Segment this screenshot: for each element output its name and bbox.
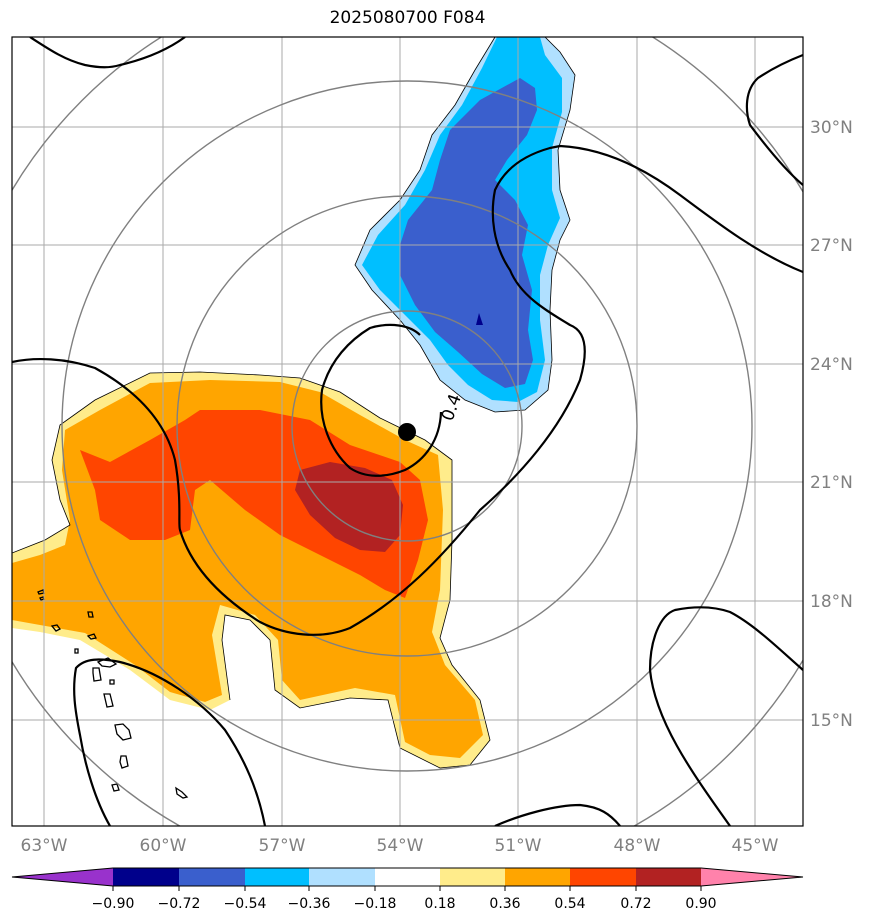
colorbar-tick-label: 0.90: [685, 896, 716, 912]
colorbar-ticks: [112, 886, 702, 891]
negative-anomaly-navy: [476, 313, 483, 325]
lat-label: 15°N: [810, 711, 853, 731]
colorbar-tick-label: −0.36: [288, 896, 331, 912]
lat-label: 21°N: [810, 473, 853, 493]
colorbar-segment: [179, 868, 245, 886]
colorbar: −0.90 −0.72 −0.54 −0.36 −0.18 0.18 0.36 …: [11, 867, 804, 912]
colorbar-tick-label: −0.18: [354, 896, 397, 912]
storm-center-marker: [398, 423, 416, 441]
colorbar-extend-low: [12, 868, 113, 886]
lat-label: 30°N: [810, 118, 853, 138]
lon-label: 60°W: [140, 836, 187, 856]
lon-label: 48°W: [614, 836, 661, 856]
lat-label: 27°N: [810, 236, 853, 256]
colorbar-segment: [113, 868, 179, 886]
map-title: 2025080700 F084: [329, 8, 486, 28]
colorbar-segment: [375, 868, 440, 886]
lon-label: 54°W: [377, 836, 424, 856]
colorbar-extend-high: [701, 868, 803, 886]
negative-anomaly-blue: [400, 78, 537, 388]
colorbar-tick-labels: −0.90 −0.72 −0.54 −0.36 −0.18 0.18 0.36 …: [92, 896, 717, 912]
colorbar-tick-label: 0.54: [554, 896, 585, 912]
range-rings: [12, 37, 803, 826]
lat-label: 24°N: [810, 355, 853, 375]
colorbar-segment: [309, 868, 375, 886]
thin-contour-lines: [12, 37, 576, 769]
colorbar-segment: [440, 868, 505, 886]
colorbar-tick-label: 0.36: [489, 896, 520, 912]
lat-label: 18°N: [810, 592, 853, 612]
thick-contours: [12, 37, 803, 826]
colorbar-segment: [245, 868, 309, 886]
coastline-islands: [37, 589, 189, 799]
map-frame: [11, 36, 804, 827]
lon-label: 63°W: [21, 836, 68, 856]
colorbar-segment: [636, 868, 701, 886]
lon-label: 57°W: [259, 836, 306, 856]
colorbar-segment: [505, 868, 570, 886]
colorbar-tick-label: −0.54: [224, 896, 267, 912]
latitude-labels: 30°N 27°N 24°N 21°N 18°N 15°N: [810, 118, 853, 731]
longitude-labels: 63°W 60°W 57°W 54°W 51°W 48°W 45°W: [21, 836, 779, 856]
colorbar-tick-label: −0.72: [158, 896, 201, 912]
lon-label: 45°W: [732, 836, 779, 856]
colorbar-tick-label: −0.90: [92, 896, 135, 912]
colorbar-tick-label: 0.18: [424, 896, 455, 912]
colorbar-segment: [570, 868, 636, 886]
positive-anomaly-darkred: [295, 462, 403, 552]
lon-label: 51°W: [495, 836, 542, 856]
colorbar-tick-label: 0.72: [620, 896, 651, 912]
